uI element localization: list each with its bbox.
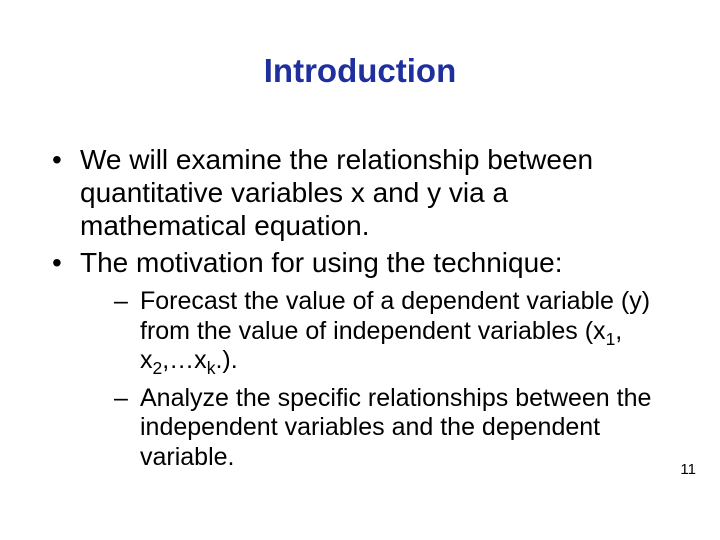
bullet-item-2: The motivation for using the technique: … xyxy=(46,246,674,472)
sub-bullet-text: Analyze the specific relationships betwe… xyxy=(140,384,651,471)
bullet-text: The motivation for using the technique: xyxy=(80,247,563,278)
slide-title: Introduction xyxy=(46,52,674,91)
text-fragment: .). xyxy=(215,346,237,374)
page-number: 11 xyxy=(680,461,696,478)
text-fragment: ,…x xyxy=(162,346,206,374)
bullet-list: We will examine the relationship between… xyxy=(46,143,674,472)
sub-bullet-item-2: Analyze the specific relationships betwe… xyxy=(80,384,674,473)
text-fragment: Forecast the value of a dependent variab… xyxy=(140,287,650,345)
sub-bullet-text: Forecast the value of a dependent variab… xyxy=(140,287,650,374)
sub-bullet-item-1: Forecast the value of a dependent variab… xyxy=(80,287,674,376)
bullet-text: We will examine the relationship between… xyxy=(80,144,593,241)
sub-bullet-list: Forecast the value of a dependent variab… xyxy=(80,287,674,472)
subscript: 1 xyxy=(606,329,616,349)
slide: Introduction We will examine the relatio… xyxy=(0,0,720,540)
bullet-item-1: We will examine the relationship between… xyxy=(46,143,674,242)
subscript: 2 xyxy=(153,358,163,378)
